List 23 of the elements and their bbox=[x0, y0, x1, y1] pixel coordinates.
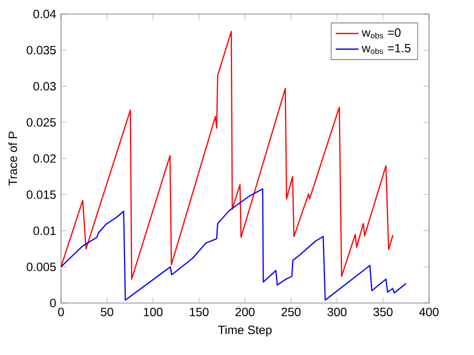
y-tick-label: 0.015 bbox=[26, 190, 56, 199]
x-tick-label: 250 bbox=[282, 308, 301, 316]
y-tick-label: 0 bbox=[50, 298, 56, 308]
legend-label: w$_{obs}$ =0 bbox=[362, 28, 401, 38]
x-tick-label: 400 bbox=[419, 308, 439, 316]
y-tick-label: 0.02 bbox=[33, 154, 56, 163]
x-tick-label: 200 bbox=[236, 308, 255, 316]
y-tick-label: 0.005 bbox=[26, 262, 56, 272]
y-tick-label: 0.035 bbox=[26, 46, 56, 54]
x-axis-title: Time Step bbox=[218, 325, 272, 337]
x-tick-label: 50 bbox=[100, 308, 114, 316]
y-tick-label: 0.04 bbox=[33, 10, 56, 18]
x-tick-label: 300 bbox=[327, 308, 347, 316]
y-axis-title: Trace of P bbox=[8, 132, 18, 186]
x-tick-label: 350 bbox=[373, 308, 393, 316]
line-series bbox=[61, 188, 407, 301]
x-tick-label: 0 bbox=[58, 308, 64, 316]
legend-label: w$_{obs}$ =1.5 bbox=[362, 44, 411, 54]
x-tick-label: 150 bbox=[190, 308, 209, 316]
x-tick-label: 100 bbox=[144, 308, 163, 316]
y-tick-label: 0.01 bbox=[33, 226, 56, 236]
y-tick-label: 0.03 bbox=[33, 82, 56, 91]
y-tick-label: 0.025 bbox=[26, 118, 56, 127]
